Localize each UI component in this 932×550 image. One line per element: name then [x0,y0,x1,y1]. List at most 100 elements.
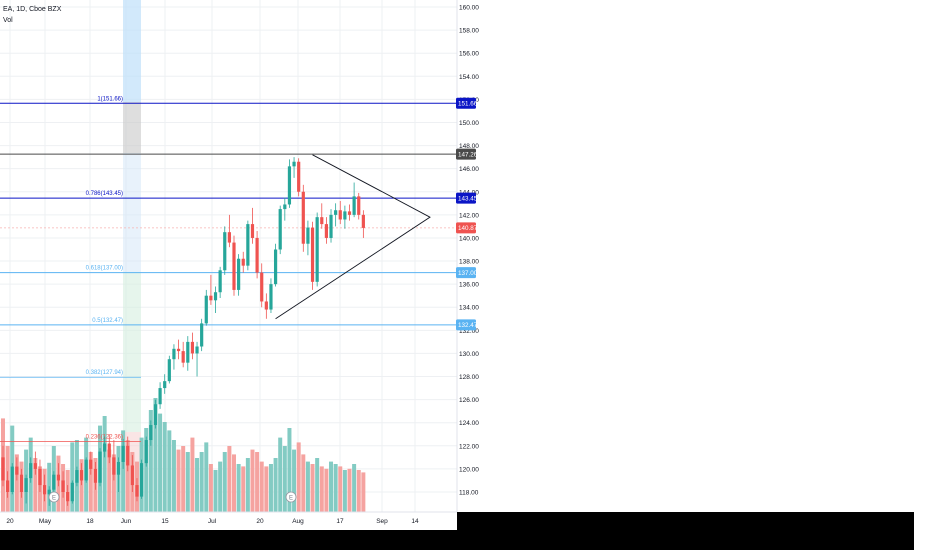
candle-body [190,341,195,354]
highlight-band-gray [123,102,141,153]
bottom-black-bar [0,530,457,550]
volume-bar [102,416,107,512]
volume-bar [241,466,246,512]
price-tag-label: 132.47 [458,322,478,329]
volume-bar [144,428,149,512]
candle-body [315,217,319,282]
volume-bar [181,446,186,512]
price-tag-label: 143.45 [458,195,478,202]
candle-body [158,388,162,405]
time-axis-bg [0,512,457,530]
candle-body [29,463,33,479]
highlight-band-green [123,272,141,432]
candle-body [61,480,65,492]
triangle-lines[interactable] [275,154,431,320]
earnings-icon[interactable] [285,491,297,503]
candle-body [241,258,245,266]
candle-body [223,232,227,271]
price-tick-label: 124.00 [459,420,479,427]
candle-body [56,474,61,481]
volume-bar [347,468,352,512]
volume-bar [70,442,75,512]
volume-bar [338,466,343,512]
date-highlight-band [123,0,141,512]
candle-body [232,242,236,290]
candle-body [153,404,158,426]
price-tag-box [456,148,476,160]
candle-body [93,468,97,483]
volume-legend-label: Vol [3,17,13,24]
volume-bar [167,430,172,512]
price-tag-label: 140.87 [458,225,478,232]
candle-body [250,224,255,238]
earnings-icon[interactable] [48,491,60,503]
price-axis[interactable]: 160.00158.00156.00154.00152.00150.00148.… [459,5,479,497]
volume-bar [342,470,347,512]
fib-level-label: 0.382(127.94) [86,370,123,376]
volume-bar [236,464,241,512]
candle-body [297,161,301,192]
price-axis-tags: 151.66 147.26 143.45 140.87 137.00 132.47 [456,97,478,331]
candle-body [195,346,199,354]
time-tick-label: 14 [411,518,419,525]
candle-body [144,440,148,464]
time-tick-label: 18 [86,518,94,525]
candle-body [237,258,241,290]
candle-body [84,459,88,481]
candle-body [324,224,328,238]
candle-body [260,272,264,302]
price-tick-label: 136.00 [459,282,479,289]
price-tag-box [456,222,476,234]
symbol-title[interactable]: EA, 1D, Cboe BZX [3,6,62,13]
candle-body [107,443,111,458]
time-tick-label: 15 [161,518,169,525]
price-tick-label: 130.00 [459,351,479,358]
candle-body [352,196,356,215]
volume-bar [264,466,269,512]
price-tick-label: 126.00 [459,397,479,404]
time-tick-label: Jul [208,518,217,525]
volume-bar [315,458,320,512]
candle-body [334,210,338,215]
price-tick-label: 132.00 [459,328,479,335]
volume-bar [352,464,357,512]
volume-bar [250,449,255,512]
candle-body [176,348,181,352]
candle-body [200,323,204,347]
time-tick-label: Aug [292,518,304,525]
price-tick-label: 148.00 [459,143,479,150]
candle-body [273,249,278,285]
time-axis[interactable]: 20 May 18 Jun 15 Jul 20 Aug 17 Sep 14 [0,511,457,550]
candle-body [329,214,333,238]
volume-bar [148,410,153,512]
candle-body [126,445,130,466]
symmetrical-triangle-drawing[interactable] [275,154,431,320]
fib-level-label: 1(151.66) [97,96,123,102]
volume-bar [329,461,334,512]
candle-body [98,451,102,483]
candle-body [10,466,14,492]
volume-bar [287,428,292,512]
price-tick-label: 142.00 [459,212,479,219]
time-tick-label: 20 [6,518,14,525]
volume-bar [282,446,287,512]
price-tag-box [456,192,476,204]
volume-bar [245,458,250,512]
volume-bar [208,464,213,512]
candle-body [278,209,282,250]
time-tick-label: 20 [256,518,264,525]
candle-body [15,466,19,475]
volume-bar [218,461,223,512]
earnings-icon-label: E [289,496,293,502]
volume-bar [333,464,338,512]
fibonacci-retracement[interactable]: 1(151.66) 0.786(143.45) 0.618(137.00) 0.5(1… [0,96,457,443]
candle-body [320,217,324,225]
price-tag-box [456,267,476,279]
price-tick-label: 156.00 [459,51,479,58]
volume-bar [268,464,273,512]
volume-bar [153,398,158,512]
volume-bar [199,452,204,512]
candle-body [181,351,185,363]
